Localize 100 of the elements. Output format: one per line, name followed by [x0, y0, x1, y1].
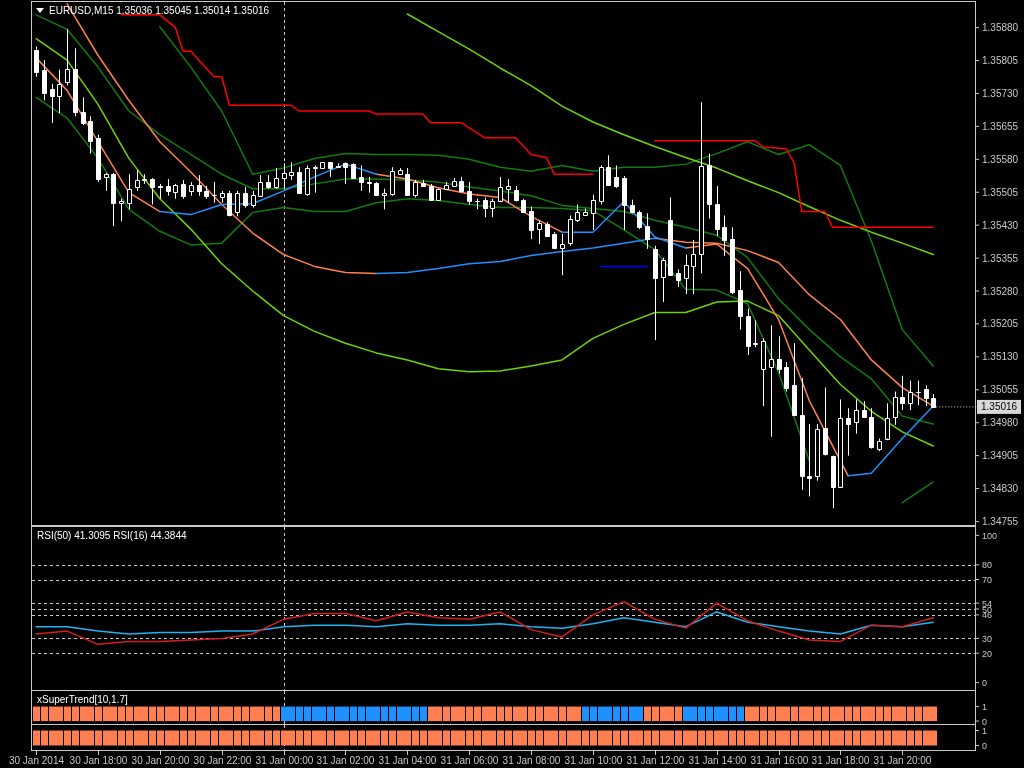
candlestick	[699, 101, 704, 274]
candlestick	[722, 214, 727, 257]
candlestick	[212, 181, 217, 204]
candlestick	[885, 402, 890, 440]
candlestick	[96, 134, 101, 183]
candlestick	[436, 187, 441, 202]
candlestick	[560, 233, 565, 276]
x-tick-label: 31 Jan 18:00	[811, 755, 870, 766]
candlestick	[483, 196, 488, 218]
candlestick	[235, 190, 240, 217]
candlestick	[653, 245, 658, 341]
x-tick-label: 30 Jan 18:00	[69, 755, 128, 766]
candlestick	[220, 190, 225, 204]
candlestick	[305, 164, 310, 197]
candlestick	[444, 181, 449, 190]
candlestick	[243, 186, 248, 209]
chart-title: xSuperTrend[10,1.7]	[37, 694, 129, 705]
x-tick-label: 31 Jan 12:00	[626, 755, 685, 766]
candlestick	[568, 214, 573, 247]
candlestick	[251, 190, 256, 209]
candlestick	[204, 185, 209, 200]
candlestick	[862, 400, 867, 419]
line-series	[35, 611, 934, 635]
candlestick	[127, 173, 132, 210]
candlestick	[684, 254, 689, 295]
y-tick-label: 1.35880	[982, 22, 1019, 34]
x-tick-label: 31 Jan 10:00	[564, 755, 623, 766]
candlestick	[111, 172, 116, 227]
x-tick-label: 31 Jan 08:00	[502, 755, 561, 766]
candlestick	[258, 174, 263, 197]
x-tick-label: 30 Jan 22:00	[193, 755, 252, 766]
candlestick	[274, 167, 279, 190]
y-tick-label: 1.34980	[982, 417, 1019, 429]
y-tick-label: 1.35055	[982, 384, 1019, 396]
x-tick-label: 30 Jan 2014	[8, 755, 65, 766]
y-tick-label: 1.35730	[982, 87, 1019, 99]
candlestick	[328, 161, 333, 178]
x-tick-label: 30 Jan 20:00	[131, 755, 190, 766]
candlestick	[599, 164, 604, 206]
y-tick-label: 1.35355	[982, 252, 1019, 264]
x-tick-label: 31 Jan 02:00	[316, 755, 375, 766]
candlestick	[498, 176, 503, 202]
candlestick	[614, 164, 619, 189]
candlestick	[405, 167, 410, 197]
candlestick	[537, 219, 542, 245]
candlestick	[336, 162, 341, 169]
candlestick	[429, 183, 434, 202]
y-tick-label: 1.35280	[982, 285, 1019, 297]
candlestick	[916, 380, 921, 406]
line-series	[159, 25, 934, 367]
candlestick	[475, 198, 480, 210]
candlestick	[351, 162, 356, 180]
candlestick	[459, 176, 464, 194]
candlestick	[591, 194, 596, 231]
candlestick	[158, 183, 163, 200]
candlestick	[707, 153, 712, 220]
candlestick	[367, 176, 372, 194]
x-tick-label: 31 Jan 16:00	[750, 755, 809, 766]
x-tick-label: 31 Jan 06:00	[440, 755, 499, 766]
candlestick	[34, 45, 39, 78]
y-tick-label: 1.35505	[982, 186, 1019, 198]
candlestick	[181, 179, 186, 200]
candlestick	[467, 181, 472, 206]
candlestick	[142, 173, 147, 185]
annotation: 1.35016	[981, 401, 1018, 413]
candlestick	[313, 164, 318, 194]
y-tick-label: 1.34905	[982, 450, 1019, 462]
y-tick-label: 1.35805	[982, 55, 1019, 67]
candlestick	[398, 167, 403, 176]
x-tick-label: 31 Jan 00:00	[255, 755, 314, 766]
candlestick	[792, 342, 797, 416]
candlestick	[297, 166, 302, 195]
candlestick	[637, 210, 642, 230]
candlestick	[65, 28, 70, 87]
candlestick	[676, 268, 681, 288]
y-tick-label: 1.35655	[982, 120, 1019, 132]
x-tick-label: 31 Jan 14:00	[688, 755, 747, 766]
candlestick	[173, 183, 178, 200]
candlestick	[668, 196, 673, 276]
candlestick	[931, 393, 936, 409]
candlestick	[552, 231, 557, 250]
candlestick	[815, 423, 820, 482]
candlestick	[390, 166, 395, 197]
candlestick	[514, 185, 519, 202]
candlestick	[320, 161, 325, 169]
candlestick	[807, 423, 812, 497]
y-tick-label: 1.35430	[982, 219, 1019, 231]
candlestick	[343, 161, 348, 185]
candlestick	[715, 185, 720, 237]
y-tick-label: 1.35580	[982, 153, 1019, 165]
candlestick	[374, 181, 379, 197]
candlestick	[784, 361, 789, 393]
candlestick	[545, 221, 550, 238]
candlestick	[413, 179, 418, 198]
candlestick	[622, 175, 627, 231]
line-series	[35, 600, 934, 646]
candlestick	[606, 154, 611, 187]
candlestick	[166, 178, 171, 197]
candlestick	[266, 174, 271, 190]
candlestick	[746, 308, 751, 356]
